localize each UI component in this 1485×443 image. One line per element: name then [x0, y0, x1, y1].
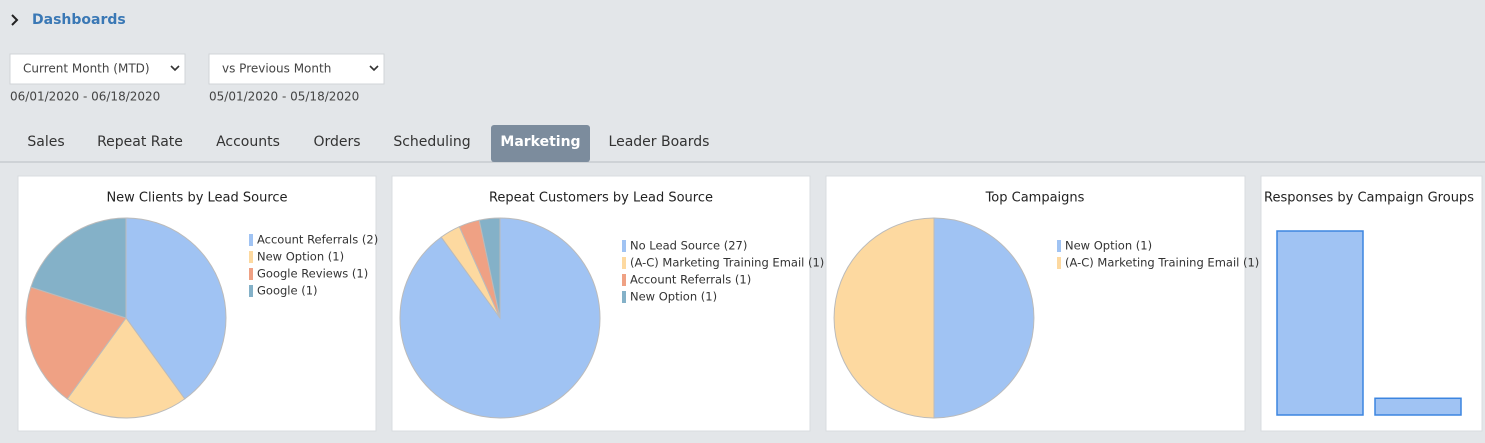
tab[interactable]: Repeat Rate	[97, 134, 183, 150]
legend-label: New Option (1)	[1065, 239, 1152, 253]
bar	[1374, 397, 1462, 416]
pie-slice	[125, 217, 227, 400]
legend-label: Google Reviews (1)	[257, 267, 368, 281]
legend-swatch	[249, 234, 253, 246]
legend-swatch	[622, 257, 626, 269]
legend-swatch	[622, 291, 626, 303]
tab-active-bg	[491, 125, 590, 162]
tab[interactable]: Orders	[313, 134, 360, 150]
chart-title: Top Campaigns	[985, 191, 1085, 206]
legend-label: New Option (1)	[257, 250, 344, 264]
pie-slice	[833, 217, 935, 419]
pie-slice	[478, 217, 501, 319]
tab[interactable]: Leader Boards	[609, 134, 710, 150]
pie-slice	[25, 286, 127, 400]
chart-title: Repeat Customers by Lead Source	[489, 191, 713, 206]
legend-swatch	[249, 285, 253, 297]
legend-label: (A-C) Marketing Training Email (1)	[1065, 256, 1259, 270]
legend-swatch	[249, 268, 253, 280]
legend-label: (A-C) Marketing Training Email (1)	[630, 256, 824, 270]
dropdown[interactable]	[208, 53, 385, 85]
chart-title: New Clients by Lead Source	[106, 191, 287, 206]
tab[interactable]: Scheduling	[393, 134, 470, 150]
legend-label: Google (1)	[257, 284, 318, 298]
dropdown-arrow	[369, 65, 379, 72]
legend-label: Account Referrals (1)	[630, 273, 751, 287]
legend-swatch	[249, 251, 253, 263]
date-range: 05/01/2020 - 05/18/2020	[209, 90, 359, 104]
date-range: 06/01/2020 - 06/18/2020	[10, 90, 160, 104]
dropdown-value: Current Month (MTD)	[23, 62, 150, 76]
dropdown[interactable]	[9, 53, 186, 85]
legend-label: New Option (1)	[630, 290, 717, 304]
breadcrumb[interactable]: Dashboards	[32, 12, 126, 28]
tab[interactable]: Sales	[27, 134, 64, 150]
pie-slice	[66, 317, 186, 419]
legend-label: No Lead Source (27)	[630, 239, 747, 253]
dropdown-value: vs Previous Month	[222, 62, 331, 76]
tab[interactable]: Marketing	[500, 134, 580, 150]
pie-slice	[933, 217, 1035, 419]
pie-slice	[30, 217, 127, 319]
chart-title: Responses by Campaign Groups	[1264, 191, 1474, 206]
chevron[interactable]	[11, 14, 19, 26]
legend-swatch	[622, 240, 626, 252]
legend-label: Account Referrals (2)	[257, 233, 378, 247]
legend-swatch	[1057, 257, 1061, 269]
dropdown-arrow	[170, 65, 180, 72]
legend-swatch	[1057, 240, 1061, 252]
legend-swatch	[622, 274, 626, 286]
bar	[1276, 230, 1364, 416]
tab[interactable]: Accounts	[216, 134, 280, 150]
